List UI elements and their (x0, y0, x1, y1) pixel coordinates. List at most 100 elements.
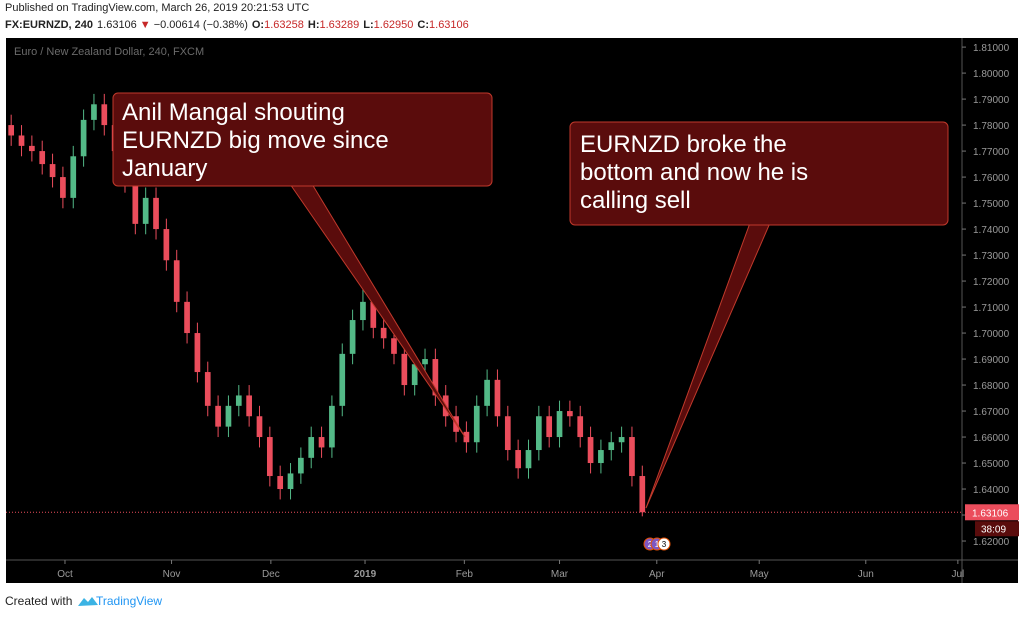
countdown: 38:09 (981, 524, 1006, 535)
callout-text: bottom and now he is (580, 159, 808, 186)
candle-body (256, 416, 263, 438)
candle-body (349, 320, 356, 354)
x-tick-label: Feb (456, 569, 474, 580)
x-tick-label: Apr (649, 569, 665, 580)
candle-body (308, 437, 315, 458)
candle-body (173, 260, 180, 302)
callout-box (569, 121, 949, 226)
l-label: L: (363, 19, 373, 31)
brand[interactable]: TradingView (96, 594, 162, 608)
candle-body (463, 431, 470, 443)
candle-body (422, 359, 428, 365)
o: 1.63258 (264, 19, 304, 31)
y-tick-label: 1.74000 (973, 225, 1010, 236)
candle-body (401, 353, 408, 386)
event-badge-label: 2 (648, 540, 653, 549)
y-tick-label: 1.62000 (973, 537, 1010, 548)
published: Published on TradingView.com, March 26, … (5, 2, 309, 14)
callout-text: EURNZD broke the (580, 131, 787, 158)
candle-body (60, 177, 66, 198)
created: Created with (5, 594, 72, 608)
candle-body (577, 416, 584, 438)
candle-body (153, 197, 159, 230)
event-badge-label: 1 (655, 540, 660, 549)
y-tick-label: 1.71000 (973, 303, 1010, 314)
candle-body (70, 156, 77, 198)
y-tick-label: 1.70000 (973, 329, 1010, 340)
candle-body (339, 353, 346, 406)
candle-body (515, 450, 521, 469)
candle-body (215, 405, 221, 427)
callout-text: calling sell (580, 187, 691, 214)
candle-body (318, 437, 325, 448)
candle-body (225, 405, 232, 427)
y-tick-label: 1.77000 (973, 147, 1010, 158)
x-tick-label: Jul (951, 569, 964, 580)
candle-body (80, 119, 87, 157)
callout-text: Anil Mangal shouting (122, 99, 345, 126)
callout-text: EURNZD big move since (122, 127, 389, 154)
x-tick-label: Nov (163, 569, 181, 580)
candle-body (39, 151, 46, 165)
candle-body (504, 416, 511, 451)
candle-body (380, 327, 387, 339)
y-tick-label: 1.66000 (973, 433, 1010, 444)
y-tick-label: 1.79000 (973, 95, 1010, 106)
c: 1.63106 (429, 19, 469, 31)
symbol-text: FX:EURNZD, 240 (5, 19, 93, 31)
c-label: C: (417, 19, 429, 31)
y-tick-label: 1.69000 (973, 355, 1010, 366)
candle-body (546, 416, 553, 438)
price: 1.63106 (97, 19, 137, 31)
candle-body (298, 457, 304, 474)
candle-body (132, 182, 139, 224)
y-tick-label: 1.78000 (973, 121, 1010, 132)
candle-body (587, 437, 594, 464)
candle-body (556, 411, 563, 438)
candle-body (391, 338, 397, 354)
x-tick-label: Dec (262, 569, 280, 580)
l: 1.62950 (374, 19, 414, 31)
candle-body (567, 411, 573, 417)
callout-text: January (122, 155, 207, 182)
candle-body (287, 473, 294, 490)
symbol: FX:EURNZD, 240 1.63106 ▼ −0.00614 (−0.38%) O… (5, 19, 469, 31)
y-tick-label: 1.75000 (973, 199, 1010, 210)
o-label: O: (252, 19, 264, 31)
candle-body (246, 395, 252, 417)
event-badge-label: 3 (662, 540, 667, 549)
candle-body (277, 476, 284, 490)
y-tick-label: 1.64000 (973, 485, 1010, 496)
candle-body (204, 372, 211, 406)
candle-body (525, 450, 532, 469)
candle-body (266, 437, 273, 477)
y-tick-label: 1.65000 (973, 459, 1010, 470)
x-tick-label: Mar (551, 569, 569, 580)
y-tick-label: 1.72000 (973, 277, 1010, 288)
candle-body (639, 476, 646, 513)
candle-body (329, 405, 335, 448)
callout-box (112, 92, 493, 187)
candle-body (91, 104, 97, 120)
candle-body (598, 450, 604, 464)
last-price-tag (965, 504, 1019, 521)
y-tick-label: 1.80000 (973, 69, 1010, 80)
x-tick-label: 2019 (354, 569, 377, 580)
candle-body (473, 405, 480, 443)
watermark: Euro / New Zealand Dollar, 240, FXCM (14, 46, 204, 58)
candle-body (432, 359, 439, 396)
y-tick-label: 1.73000 (973, 251, 1010, 262)
candle-body (494, 379, 501, 417)
last-price-label: 1.63106 (972, 508, 1009, 519)
y-tick-label: 1.76000 (973, 173, 1010, 184)
candle-body (235, 395, 242, 406)
y-tick-label: 1.81000 (973, 43, 1010, 54)
candle-body (370, 301, 377, 328)
x-tick-label: Oct (57, 569, 73, 580)
footer: Created with TradingView (5, 594, 162, 608)
candle-body (184, 301, 190, 334)
candle-body (163, 229, 170, 261)
candle-body (629, 437, 635, 477)
candle-body (49, 164, 56, 178)
